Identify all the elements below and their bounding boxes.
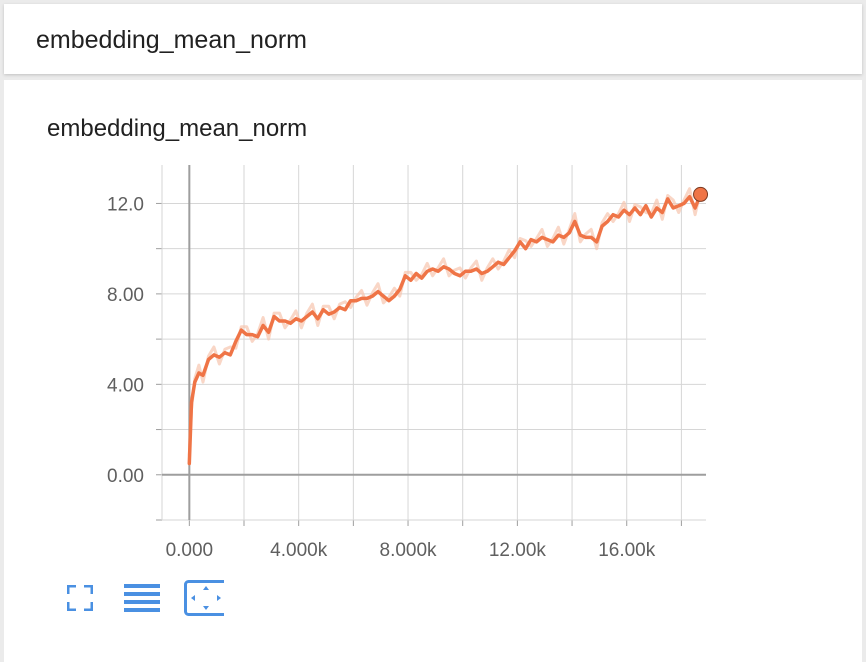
- x-tick-label: 0.000: [166, 540, 214, 561]
- line-chart[interactable]: 0.000 4.000k 8.000k 12.00k 16.00k 0.00 4.00 8.0…: [4, 80, 862, 662]
- series-raw-line: [187, 187, 702, 456]
- y-tick-label: 0.00: [107, 466, 144, 487]
- chart-card: 0.000 4.000k 8.000k 12.00k 16.00k 0.00 4.00 8.0…: [4, 80, 862, 662]
- fit-domain-icon: [184, 580, 224, 616]
- series-line: [187, 192, 703, 466]
- panel-title: embedding_mean_norm: [36, 26, 308, 54]
- fullscreen-button[interactable]: [60, 578, 100, 618]
- y-tick-label: 4.00: [107, 375, 144, 396]
- series-last-point: [693, 186, 709, 202]
- x-tick-label: 12.00k: [489, 540, 547, 561]
- fit-domain-button[interactable]: [184, 578, 224, 618]
- x-tick-label: 4.000k: [270, 540, 328, 561]
- y-tick-label: 8.00: [107, 285, 144, 306]
- panel-header: embedding_mean_norm: [4, 4, 862, 74]
- x-tick-label: 8.000k: [380, 540, 438, 561]
- toggle-legend-button[interactable]: [122, 578, 162, 618]
- chart-toolbar: [60, 578, 260, 618]
- chart-title: embedding_mean_norm: [47, 115, 308, 142]
- y-tick-label: 12.0: [107, 194, 144, 215]
- fullscreen-icon: [67, 585, 93, 611]
- x-tick-label: 16.00k: [598, 540, 656, 561]
- list-icon: [124, 584, 160, 612]
